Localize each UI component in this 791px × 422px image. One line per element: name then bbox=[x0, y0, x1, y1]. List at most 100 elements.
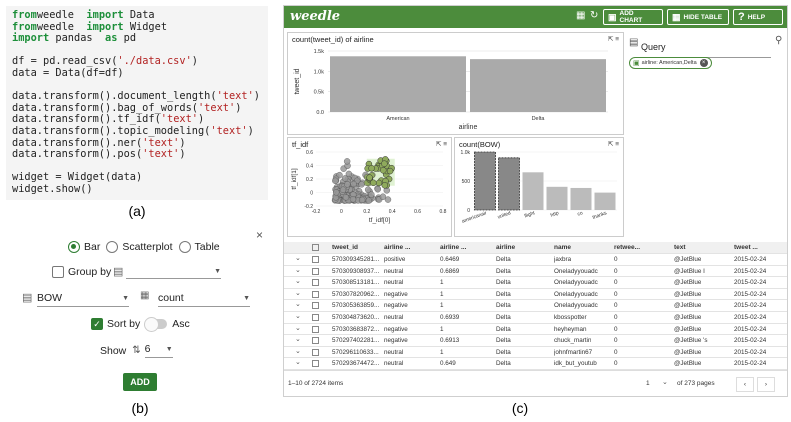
query-input[interactable]: Query bbox=[641, 37, 771, 58]
code-block: fromweedle import Data fromweedle import… bbox=[12, 9, 260, 195]
menu-icon[interactable]: ≡ bbox=[615, 141, 619, 148]
group-by-checkbox[interactable]: Group by bbox=[52, 266, 111, 278]
filter-chip[interactable]: ▣ airline: American,Delta × bbox=[629, 57, 712, 69]
chart-card-bow[interactable]: count(BOW) ⇱ ≡ 0 500 1.0k americanair united… bbox=[454, 137, 624, 237]
table-cell: positive bbox=[384, 256, 406, 263]
chart-card-tfidf[interactable]: tf_idf ⇱ ≡ -0.2 0 0.2 0.4 0.6 -0.2 0 0.2 0.4 0.6 0… bbox=[287, 137, 452, 237]
close-icon[interactable]: × bbox=[256, 228, 264, 242]
show-count-select[interactable]: 6 ▼ bbox=[144, 343, 173, 358]
row-checkbox[interactable] bbox=[312, 348, 319, 356]
table-cell: @JetBlue bbox=[674, 348, 702, 356]
table-row[interactable]: ⌄ 570308513181... neutral 1 Delta Oneladyyoua… bbox=[284, 277, 787, 289]
menu-icon[interactable]: ≡ bbox=[615, 36, 619, 43]
table-cell: 0 bbox=[614, 256, 618, 263]
table-cell: 570307820962... bbox=[332, 290, 380, 298]
table-row[interactable]: ⌄ 570309308937... neutral 0.6869 Delta Onelad… bbox=[284, 266, 787, 278]
y-axis-label: tweet_id bbox=[294, 68, 301, 94]
expand-row-icon[interactable]: ⌄ bbox=[295, 359, 301, 367]
table-cell: @JetBlue 's bbox=[674, 337, 708, 345]
table-row[interactable]: ⌄ 570304873620... neutral 0.6939 Delta kbossp… bbox=[284, 312, 787, 324]
row-checkbox[interactable] bbox=[312, 256, 319, 263]
aggregate-select[interactable]: count ▼ bbox=[158, 292, 250, 307]
row-checkbox[interactable] bbox=[312, 279, 319, 287]
expand-row-icon[interactable]: ⌄ bbox=[295, 336, 301, 344]
add-button[interactable]: ADD bbox=[123, 373, 157, 391]
chevron-down-icon[interactable]: ⌄ bbox=[662, 379, 668, 386]
row-checkbox[interactable] bbox=[312, 314, 319, 321]
hide-table-button[interactable]: ▦ HIDE TABLE bbox=[667, 9, 729, 25]
column-select[interactable]: BOW ▼ bbox=[37, 292, 129, 307]
table-cell: 2015-02-24 bbox=[734, 348, 767, 356]
row-checkbox[interactable] bbox=[312, 267, 319, 275]
table-row[interactable]: ⌄ 570303683872... negative 1 Delta heyheyman 0… bbox=[284, 324, 787, 336]
search-icon[interactable]: ⚲ bbox=[775, 35, 783, 46]
expand-row-icon[interactable]: ⌄ bbox=[295, 266, 301, 274]
scatter-point bbox=[381, 182, 389, 189]
expand-row-icon[interactable]: ⌄ bbox=[295, 278, 301, 286]
card-title: tf_idf bbox=[292, 140, 309, 149]
close-icon[interactable]: × bbox=[699, 59, 708, 67]
expand-row-icon[interactable]: ⌄ bbox=[295, 301, 301, 309]
select-all-checkbox[interactable] bbox=[312, 244, 319, 251]
column-header[interactable]: airline bbox=[496, 244, 516, 251]
table-row[interactable]: ⌄ 570296110633... neutral 1 Delta johnfmartin… bbox=[284, 347, 787, 359]
next-page-button[interactable]: › bbox=[757, 377, 775, 392]
table-cell: @JetBlue bbox=[674, 325, 702, 333]
table-cell: johnfmartin67 bbox=[554, 348, 593, 356]
expand-row-icon[interactable]: ⌄ bbox=[295, 289, 301, 297]
expand-icon[interactable]: ⇱ bbox=[607, 36, 614, 43]
group-by-select[interactable]: ▼ bbox=[126, 266, 221, 279]
prev-page-button[interactable]: ‹ bbox=[736, 377, 754, 392]
table-row[interactable]: ⌄ 570293674472... neutral 0.649 Delta idk_but… bbox=[284, 358, 787, 370]
table-header-row: tweet_id airline ... airline ... airline nam… bbox=[284, 242, 787, 254]
table-row[interactable]: ⌄ 570309345281... positive 0.6469 Delta jaxbr… bbox=[284, 254, 787, 266]
asc-toggle[interactable] bbox=[144, 317, 168, 332]
refresh-icon[interactable]: ↻ bbox=[590, 10, 599, 21]
table-cell: @JetBlue bbox=[674, 302, 702, 310]
page-total: of 273 pages bbox=[677, 380, 715, 387]
radio-table[interactable]: Table bbox=[178, 241, 220, 253]
expand-row-icon[interactable]: ⌄ bbox=[295, 324, 301, 332]
column-header[interactable]: airline ... bbox=[384, 244, 411, 251]
row-checkbox[interactable] bbox=[312, 302, 319, 310]
row-checkbox[interactable] bbox=[312, 360, 319, 368]
add-chart-button[interactable]: ▣ ADD CHART bbox=[603, 9, 663, 25]
table-cell: 0 bbox=[614, 290, 618, 298]
expand-icon[interactable]: ⇱ bbox=[435, 141, 442, 148]
add-chart-label: ADD CHART bbox=[619, 10, 643, 24]
column-header[interactable]: tweet ... bbox=[734, 244, 758, 251]
expand-row-icon[interactable]: ⌄ bbox=[295, 255, 301, 262]
column-header[interactable]: text bbox=[674, 244, 686, 251]
column-header[interactable]: airline ... bbox=[440, 244, 467, 251]
column-header[interactable]: name bbox=[554, 244, 571, 251]
aggregate-select-value: count bbox=[158, 292, 184, 304]
sort-by-checkbox[interactable]: ✓ bbox=[91, 318, 103, 330]
sort-row: ✓ Sort by Asc bbox=[91, 317, 190, 332]
menu-icon[interactable]: ≡ bbox=[443, 141, 447, 148]
sort-by-label: Sort by bbox=[107, 318, 141, 330]
column-header[interactable]: retwee... bbox=[614, 244, 641, 251]
expand-row-icon[interactable]: ⌄ bbox=[295, 313, 301, 320]
row-checkbox[interactable] bbox=[312, 325, 319, 333]
scatter-point bbox=[365, 197, 373, 204]
table-row[interactable]: ⌄ 570305363859... negative 1 Delta Oneladyyou… bbox=[284, 300, 787, 312]
y-tick-label: 0.4 bbox=[306, 164, 313, 170]
row-checkbox[interactable] bbox=[312, 337, 319, 345]
table-row[interactable]: ⌄ 570297402281... negative 0.6913 Delta chuck… bbox=[284, 335, 787, 347]
row-checkbox[interactable] bbox=[312, 290, 319, 298]
show-label: Show bbox=[100, 344, 127, 357]
expand-row-icon[interactable]: ⌄ bbox=[295, 347, 301, 355]
radio-scatterplot[interactable]: Scatterplot bbox=[106, 241, 173, 253]
expand-icon[interactable]: ⇱ bbox=[607, 141, 614, 148]
chart-card-airline[interactable]: count(tweet_id) of airline ⇱ ≡ 0.0 0.5k 1.… bbox=[287, 32, 624, 135]
table-cell: Delta bbox=[496, 348, 511, 356]
grid-icon[interactable]: ▦ bbox=[576, 10, 586, 21]
y-axis-label: tf_idf[1] bbox=[291, 168, 298, 190]
table-row[interactable]: ⌄ 570307820962... negative 1 Delta Oneladyyou… bbox=[284, 289, 787, 301]
y-tick-label: 1.0k bbox=[461, 150, 471, 156]
column-header[interactable]: tweet_id bbox=[332, 244, 359, 251]
help-button[interactable]: ? HELP bbox=[733, 9, 783, 25]
chevron-down-icon: ▼ bbox=[122, 294, 129, 302]
table-cell: Delta bbox=[496, 302, 511, 310]
radio-bar[interactable]: Bar bbox=[68, 241, 100, 253]
